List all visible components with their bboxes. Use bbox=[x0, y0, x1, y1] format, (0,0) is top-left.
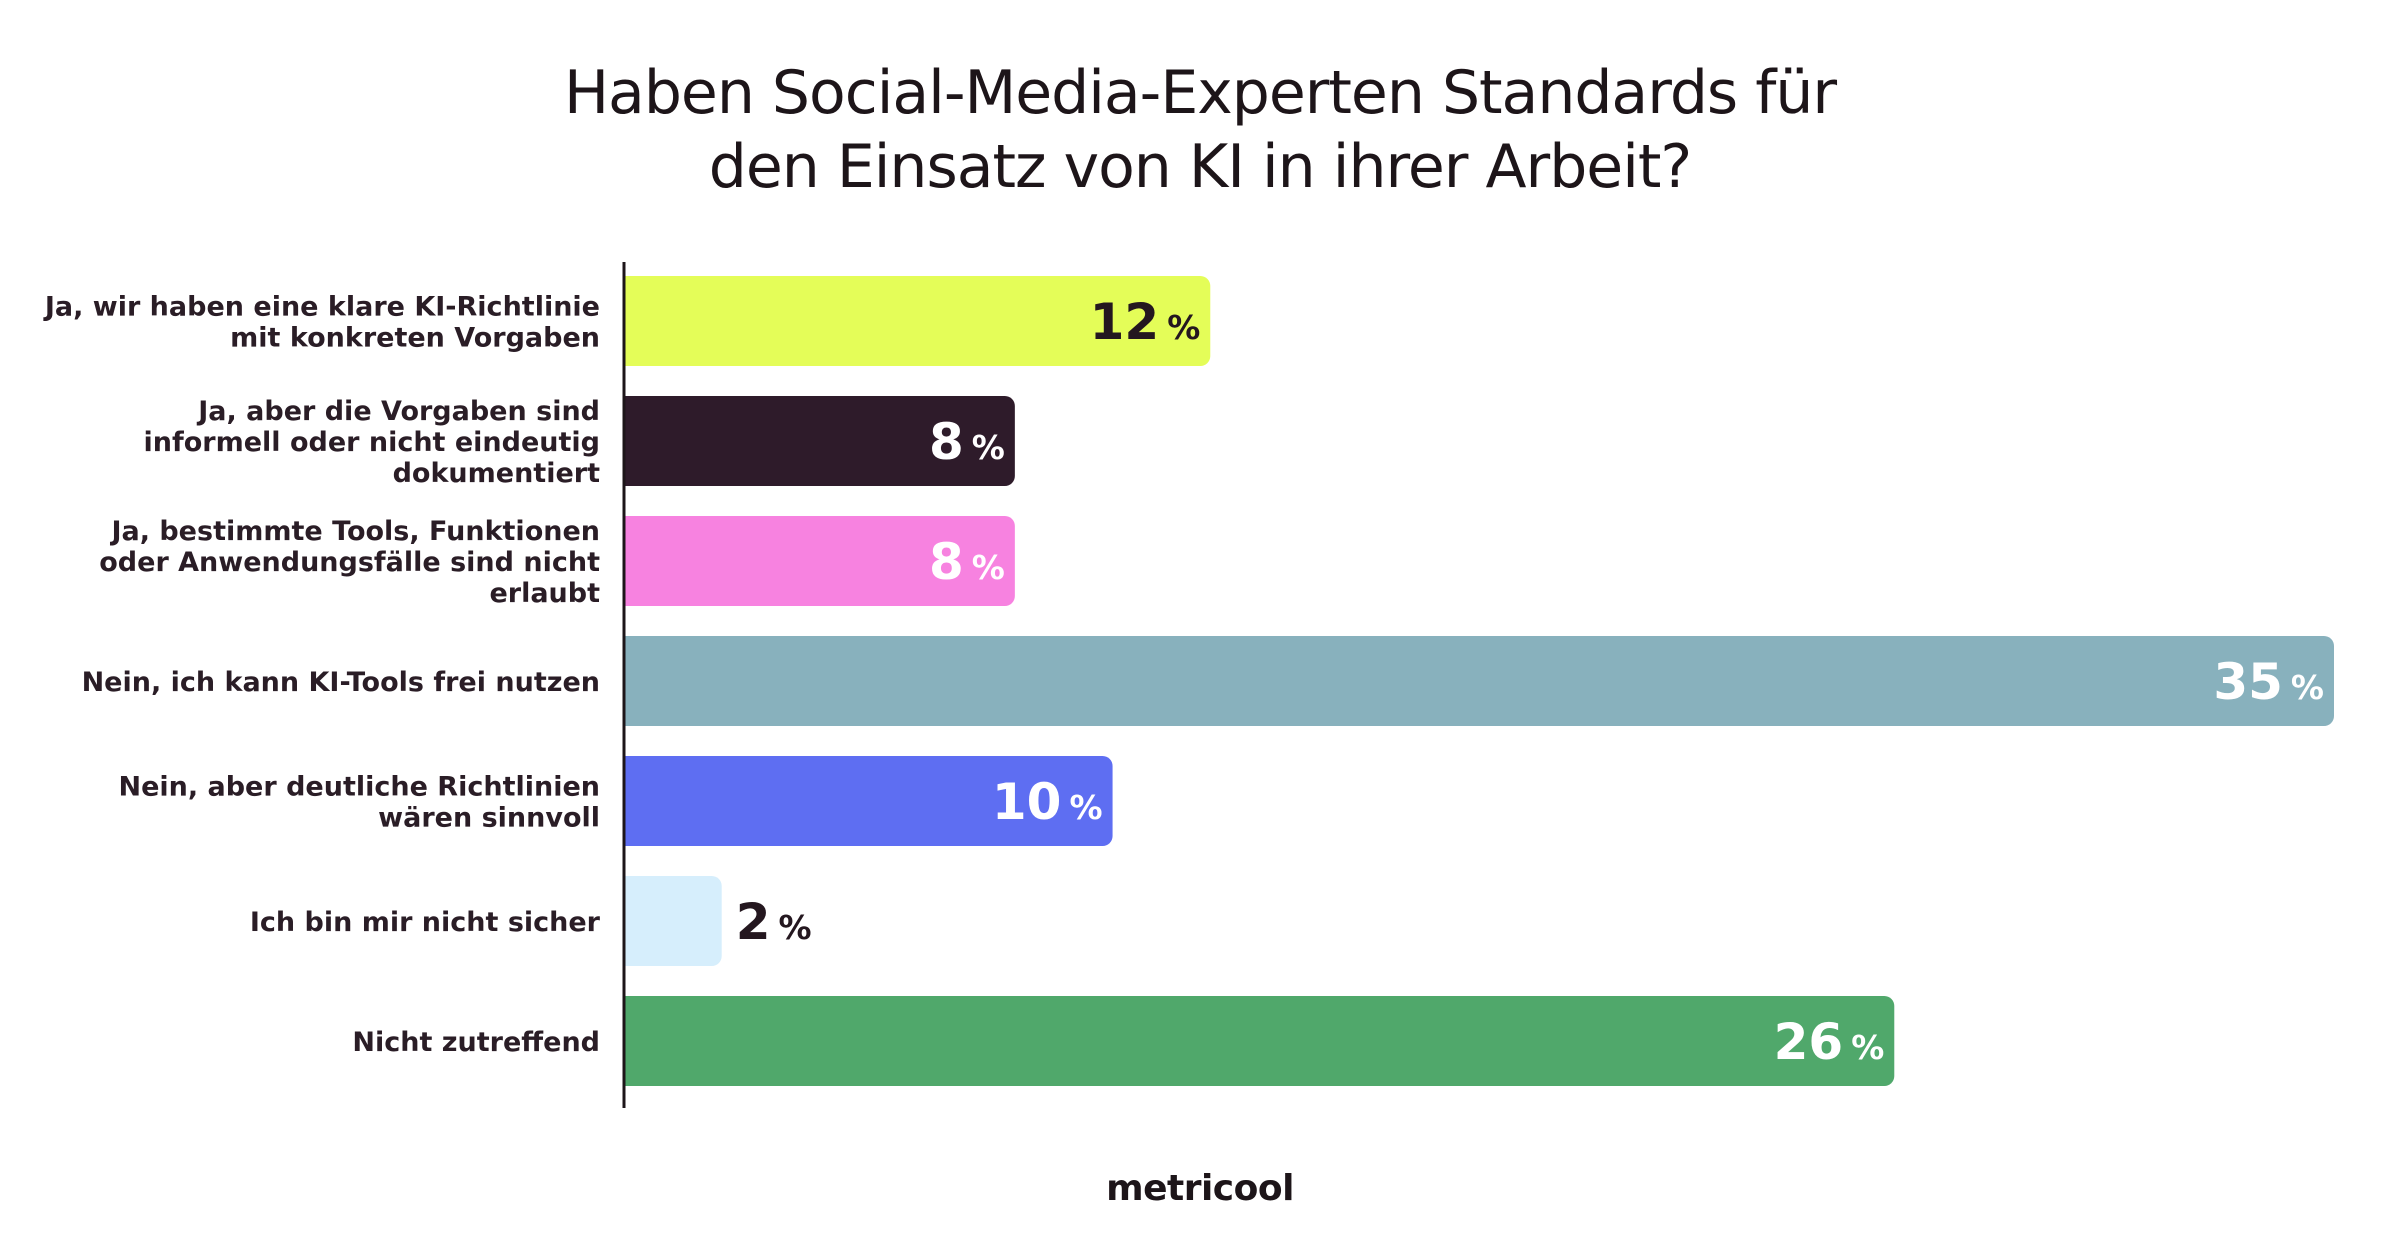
bar-3-base bbox=[624, 516, 636, 606]
category-label-2-line-3: dokumentiert bbox=[393, 458, 601, 489]
value-number-5: 10 bbox=[992, 773, 1062, 831]
category-label-3: Ja, bestimmte Tools, Funktionen oder Anwe… bbox=[99, 516, 600, 609]
value-number-4: 35 bbox=[2213, 653, 2283, 711]
value-unit-7: % bbox=[1851, 1028, 1884, 1067]
value-number-3: 8 bbox=[929, 533, 964, 591]
value-label-4: 35% bbox=[2213, 653, 2324, 711]
category-label-7: Nicht zutreffend bbox=[352, 1027, 600, 1058]
value-number-1: 12 bbox=[1090, 293, 1160, 351]
category-label-3-line-1: Ja, bestimmte Tools, Funktionen bbox=[109, 516, 600, 547]
chart-title: Haben Social-Media-Experten Standards fü… bbox=[0, 56, 2400, 204]
category-label-1-line-1: Ja, wir haben eine klare KI-Richtlinie bbox=[43, 292, 600, 323]
category-label-3-line-3: erlaubt bbox=[489, 578, 600, 609]
chart-title-line-1: Haben Social-Media-Experten Standards fü… bbox=[563, 58, 1837, 128]
category-label-6: Ich bin mir nicht sicher bbox=[250, 907, 601, 938]
category-label-4: Nein, ich kann KI-Tools frei nutzen bbox=[82, 667, 600, 698]
category-label-5: Nein, aber deutliche Richtlinien wären si… bbox=[118, 772, 600, 834]
value-label-6: 2% bbox=[736, 893, 812, 951]
value-label-5: 10% bbox=[992, 773, 1103, 831]
category-label-2: Ja, aber die Vorgaben sind informell oder… bbox=[144, 396, 601, 489]
value-unit-4: % bbox=[2291, 668, 2324, 707]
value-unit-3: % bbox=[972, 548, 1005, 587]
value-number-2: 8 bbox=[929, 413, 964, 471]
value-label-2: 8% bbox=[929, 413, 1005, 471]
category-label-1: Ja, wir haben eine klare KI-Richtlinie mi… bbox=[43, 292, 600, 354]
bar-1-base bbox=[624, 276, 636, 366]
bar-2-base bbox=[624, 396, 636, 486]
value-number-6: 2 bbox=[736, 893, 771, 951]
category-label-1-line-2: mit konkreten Vorgaben bbox=[230, 323, 600, 354]
bar-5-base bbox=[624, 756, 636, 846]
category-label-7-line-1: Nicht zutreffend bbox=[352, 1027, 600, 1058]
bar-5 bbox=[624, 756, 1113, 846]
category-label-2-line-2: informell oder nicht eindeutig bbox=[144, 427, 601, 458]
value-number-7: 26 bbox=[1774, 1013, 1844, 1071]
bar-7-base bbox=[624, 996, 636, 1086]
value-label-7: 26% bbox=[1774, 1013, 1885, 1071]
bar-6 bbox=[624, 876, 722, 966]
brand-logo: metricool bbox=[1106, 1168, 1294, 1209]
value-unit-1: % bbox=[1167, 308, 1200, 347]
bar-4-base bbox=[624, 636, 636, 726]
value-label-1: 12% bbox=[1090, 293, 1201, 351]
bar-4 bbox=[624, 636, 2334, 726]
bar-7 bbox=[624, 996, 1895, 1086]
value-unit-6: % bbox=[779, 908, 812, 947]
category-label-5-line-1: Nein, aber deutliche Richtlinien bbox=[118, 772, 600, 803]
value-unit-5: % bbox=[1069, 788, 1102, 827]
category-label-2-line-1: Ja, aber die Vorgaben sind bbox=[196, 396, 600, 427]
category-label-5-line-2: wären sinnvoll bbox=[378, 803, 600, 834]
bar-6-base bbox=[624, 876, 636, 966]
bar-2 bbox=[624, 396, 1015, 486]
value-label-3: 8% bbox=[929, 533, 1005, 591]
chart-title-line-2: den Einsatz von KI in ihrer Arbeit? bbox=[708, 132, 1692, 202]
category-label-3-line-2: oder Anwendungsfälle sind nicht bbox=[99, 547, 600, 578]
bar-3 bbox=[624, 516, 1015, 606]
category-label-6-line-1: Ich bin mir nicht sicher bbox=[250, 907, 601, 938]
bar-1 bbox=[624, 276, 1211, 366]
value-unit-2: % bbox=[972, 428, 1005, 467]
category-label-4-line-1: Nein, ich kann KI-Tools frei nutzen bbox=[82, 667, 600, 698]
